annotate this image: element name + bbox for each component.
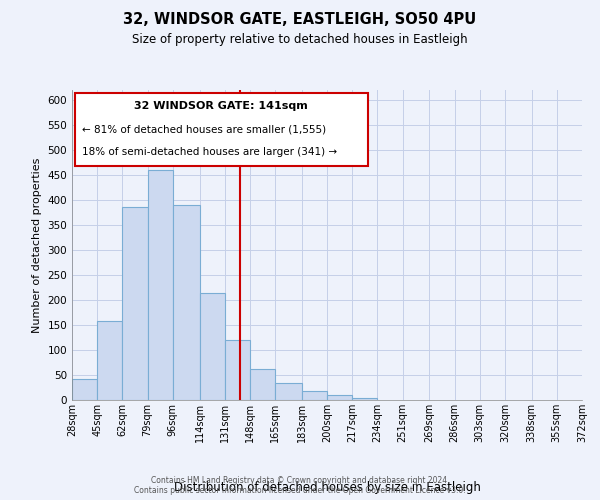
- Bar: [173, 205, 199, 400]
- Bar: [148, 170, 173, 400]
- Text: Size of property relative to detached houses in Eastleigh: Size of property relative to detached ho…: [132, 32, 468, 46]
- Bar: [97, 321, 122, 400]
- Bar: [225, 340, 250, 400]
- Bar: [250, 369, 275, 400]
- Text: 32 WINDSOR GATE: 141sqm: 32 WINDSOR GATE: 141sqm: [134, 101, 308, 111]
- FancyBboxPatch shape: [74, 93, 368, 166]
- Bar: [352, 398, 377, 400]
- Bar: [275, 382, 302, 400]
- X-axis label: Distribution of detached houses by size in Eastleigh: Distribution of detached houses by size …: [173, 481, 481, 494]
- Bar: [72, 379, 97, 400]
- Bar: [199, 292, 225, 400]
- Text: 32, WINDSOR GATE, EASTLEIGH, SO50 4PU: 32, WINDSOR GATE, EASTLEIGH, SO50 4PU: [124, 12, 476, 28]
- Y-axis label: Number of detached properties: Number of detached properties: [32, 158, 42, 332]
- Bar: [327, 395, 352, 400]
- Text: Contains public sector information licensed under the Open Government Licence v3: Contains public sector information licen…: [134, 486, 466, 495]
- Bar: [302, 391, 327, 400]
- Bar: [122, 208, 148, 400]
- Text: 18% of semi-detached houses are larger (341) →: 18% of semi-detached houses are larger (…: [82, 148, 337, 158]
- Text: Contains HM Land Registry data © Crown copyright and database right 2024.: Contains HM Land Registry data © Crown c…: [151, 476, 449, 485]
- Text: ← 81% of detached houses are smaller (1,555): ← 81% of detached houses are smaller (1,…: [82, 124, 326, 134]
